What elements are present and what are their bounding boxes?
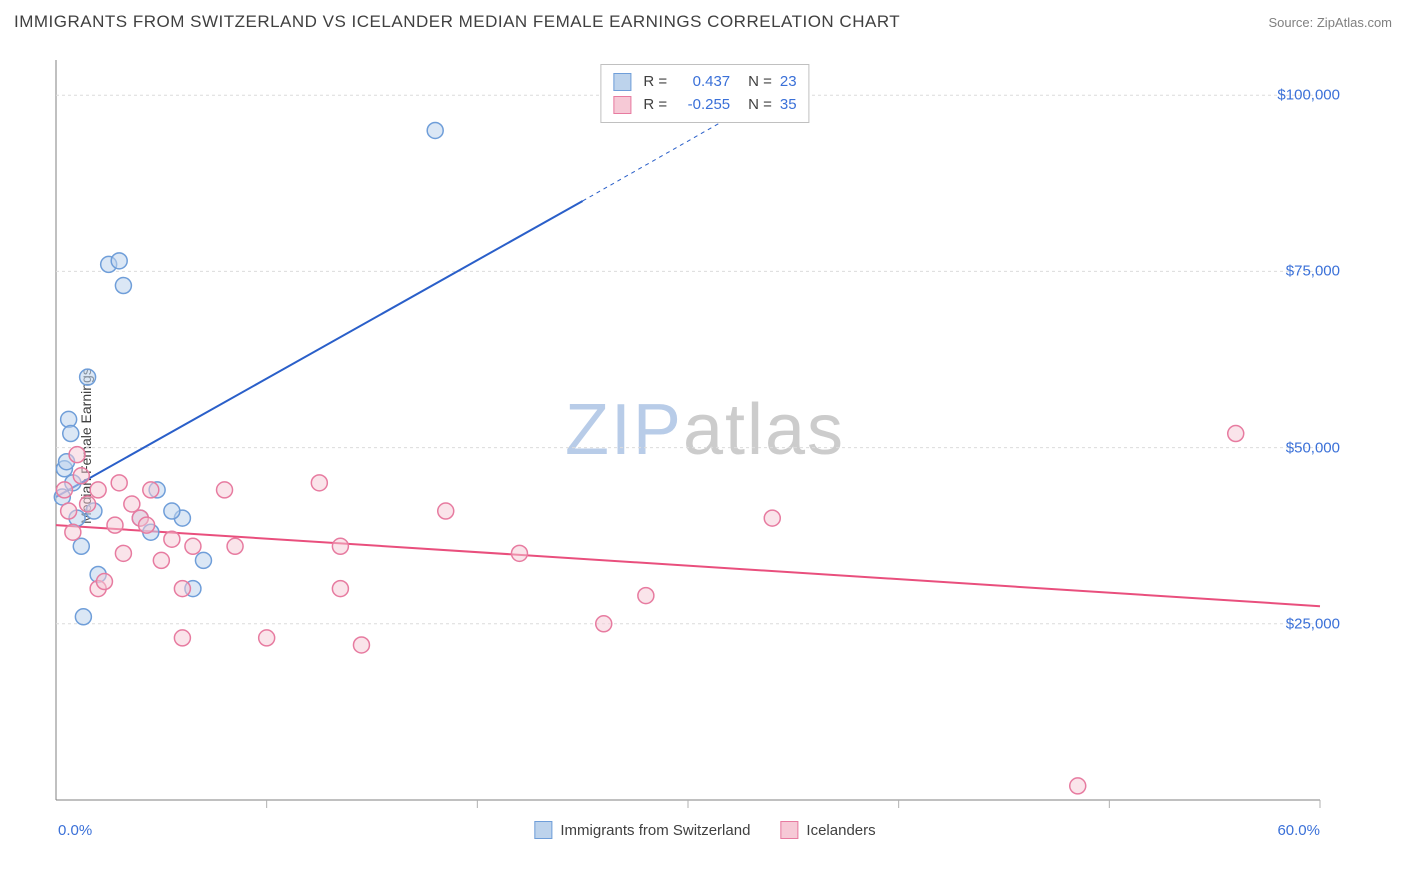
n-value-2: 35 — [780, 94, 797, 117]
y-tick-label: $100,000 — [1277, 87, 1340, 104]
r-value-1: 0.437 — [675, 71, 730, 94]
y-tick-label: $25,000 — [1286, 615, 1340, 632]
swatch-blue — [613, 73, 631, 91]
legend-item-1: Immigrants from Switzerland — [534, 821, 750, 839]
n-label: N = — [748, 94, 772, 117]
n-value-1: 23 — [780, 71, 797, 94]
x-min-label: 0.0% — [58, 822, 92, 839]
chart-title: IMMIGRANTS FROM SWITZERLAND VS ICELANDER… — [14, 12, 900, 32]
legend-label-2: Icelanders — [806, 822, 875, 839]
correlation-legend: R = 0.437 N = 23 R = -0.255 N = 35 — [600, 64, 809, 123]
correlation-row-1: R = 0.437 N = 23 — [613, 71, 796, 94]
correlation-row-2: R = -0.255 N = 35 — [613, 94, 796, 117]
y-tick-label: $50,000 — [1286, 439, 1340, 456]
r-label: R = — [643, 94, 667, 117]
y-tick-label: $75,000 — [1286, 263, 1340, 280]
legend-item-2: Icelanders — [780, 821, 875, 839]
n-label: N = — [748, 71, 772, 94]
header: IMMIGRANTS FROM SWITZERLAND VS ICELANDER… — [14, 12, 1392, 32]
swatch-pink — [613, 96, 631, 114]
source-label: Source: ZipAtlas.com — [1268, 15, 1392, 30]
r-value-2: -0.255 — [675, 94, 730, 117]
scatter-chart — [50, 60, 1360, 830]
chart-container: IMMIGRANTS FROM SWITZERLAND VS ICELANDER… — [0, 0, 1406, 892]
r-label: R = — [643, 71, 667, 94]
swatch-blue — [534, 821, 552, 839]
x-max-label: 60.0% — [1277, 822, 1320, 839]
plot-area: ZIPatlas R = 0.437 N = 23 R = -0.255 N =… — [50, 60, 1360, 830]
series-legend: Immigrants from Switzerland Icelanders — [534, 821, 875, 839]
swatch-pink — [780, 821, 798, 839]
legend-label-1: Immigrants from Switzerland — [560, 822, 750, 839]
